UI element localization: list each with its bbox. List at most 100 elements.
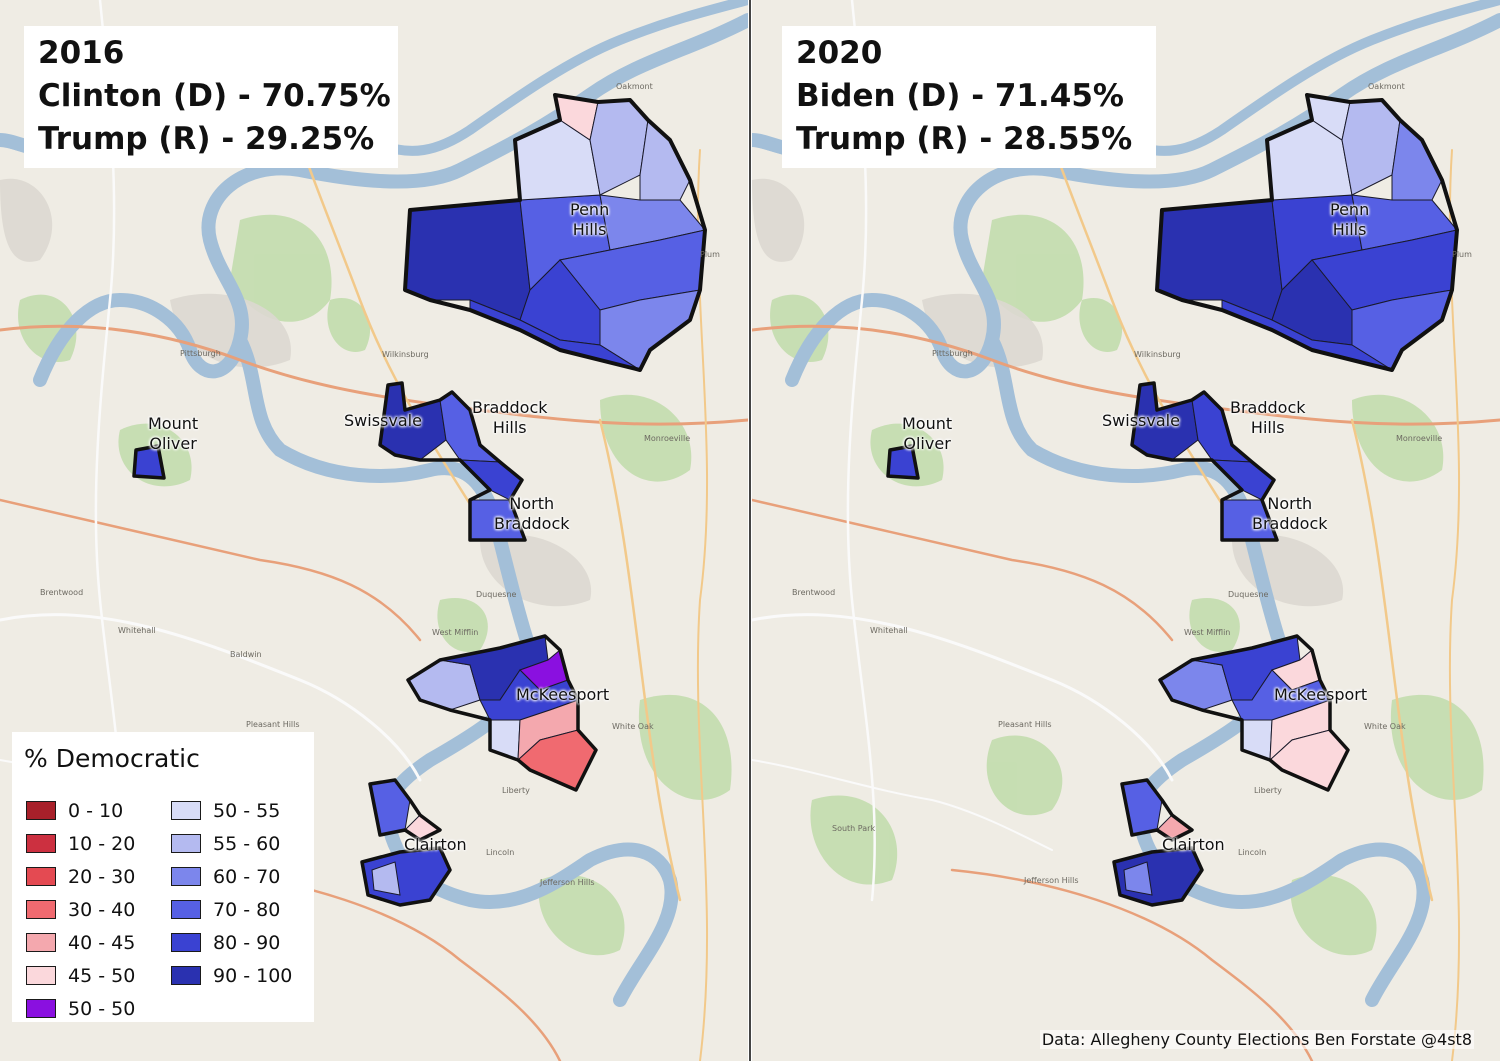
year-title: 2020 [796,35,883,71]
map-panel-2020: Pittsburgh Wilkinsburg Monroeville Duque… [752,0,1500,1061]
map-text-wilkinsburg: Wilkinsburg [382,350,429,359]
legend-label: 0 - 10 [68,799,124,822]
legend-swatch [26,834,56,853]
map-text-monroeville: Monroeville [1396,434,1443,443]
panel-divider [748,0,752,1061]
map-text-plum: Plum [700,250,720,259]
legend-label: 10 - 20 [68,832,136,855]
legend: % Democratic 0 - 10 50 - 55 10 - 20 55 -… [12,732,314,1022]
map-text-liberty: Liberty [502,786,530,795]
legend-swatch [26,900,56,919]
legend-label: 40 - 45 [68,931,136,954]
label-swissvale: Swissvale [1102,411,1180,430]
legend-item: 50 - 55 [171,794,311,827]
legend-label: 50 - 55 [213,799,281,822]
label-line: Penn [1330,200,1370,219]
legend-item: 45 - 50 [26,959,171,992]
legend-item: 30 - 40 [26,893,171,926]
map-text-pittsburgh: Pittsburgh [932,349,973,358]
legend-item: 40 - 45 [26,926,171,959]
label-line: Mount [148,414,199,433]
municipality-penn-hills [403,93,707,372]
label-clairton: Clairton [1162,835,1225,854]
legend-swatch [26,966,56,985]
legend-swatch [171,933,201,952]
legend-swatch [171,867,201,886]
label-line: Oliver [903,434,951,453]
map-text-baldwin: Baldwin [230,650,262,659]
map-text-south-park: South Park [832,824,876,833]
map-text-plum: Plum [1452,250,1472,259]
basemap-2020 [752,0,1500,1061]
legend-label: 55 - 60 [213,832,281,855]
map-panel-2016: Pittsburgh Wilkinsburg Monroeville Duque… [0,0,748,1061]
map-text-pleasant-hills: Pleasant Hills [998,720,1052,729]
legend-label: 90 - 100 [213,964,293,987]
legend-label: 45 - 50 [68,964,136,987]
label-line: Braddock [494,514,570,533]
label-north-braddock: North Braddock [494,494,570,534]
label-line: Hills [1332,220,1367,239]
municipality-mckeesport [1158,634,1350,792]
map-text-jefferson-hills: Jefferson Hills [1024,876,1079,885]
legend-label: 80 - 90 [213,931,281,954]
label-line: North [1267,494,1313,513]
map-text-white-oak: White Oak [1364,722,1406,731]
label-penn-hills: Penn Hills [1330,200,1369,240]
legend-item: 80 - 90 [171,926,311,959]
legend-item: 20 - 30 [26,860,171,893]
title-box-2020: 2020 Biden (D) - 71.45% Trump (R) - 28.5… [782,26,1156,168]
municipality-mount-oliver [886,444,920,480]
label-mount-oliver: Mount Oliver [902,414,952,454]
legend-item: 55 - 60 [171,827,311,860]
map-text-monroeville: Monroeville [644,434,691,443]
map-text-west-mifflin: West Mifflin [1184,628,1231,637]
label-line: Braddock [472,398,548,417]
legend-items: 0 - 10 50 - 55 10 - 20 55 - 60 20 - 30 6… [26,794,311,1025]
legend-item: 60 - 70 [171,860,311,893]
map-text-lincoln: Lincoln [486,848,515,857]
label-line: Braddock [1230,398,1306,417]
label-line: Hills [1250,418,1285,437]
map-text-jefferson-hills: Jefferson Hills [540,878,595,887]
map-text-duquesne: Duquesne [476,590,517,599]
label-line: Braddock [1252,514,1328,533]
legend-swatch [171,801,201,820]
basemap-2016 [0,0,748,1061]
label-north-braddock: North Braddock [1252,494,1328,534]
municipality-mckeesport [406,634,598,792]
map-text-pittsburgh: Pittsburgh [180,349,221,358]
municipality-clairton [1112,778,1204,907]
legend-label: 60 - 70 [213,865,281,888]
legend-swatch [26,933,56,952]
legend-item: 10 - 20 [26,827,171,860]
dem-result: Biden (D) - 71.45% [796,78,1124,114]
map-text-whitehall: Whitehall [870,626,908,635]
legend-label: 20 - 30 [68,865,136,888]
map-text-duquesne: Duquesne [1228,590,1269,599]
map-text-liberty: Liberty [1254,786,1282,795]
roads [0,0,748,1061]
legend-label: 50 - 50 [68,997,136,1020]
map-text-wilkinsburg: Wilkinsburg [1134,350,1181,359]
map-text-lincoln: Lincoln [1238,848,1267,857]
label-penn-hills: Penn Hills [570,200,609,240]
municipality-swissvale-braddock [1130,381,1279,542]
municipality-mount-oliver [132,444,166,480]
legend-swatch [26,999,56,1018]
map-text-white-oak: White Oak [612,722,654,731]
legend-swatch [26,867,56,886]
label-braddock-hills: Braddock Hills [1230,398,1306,438]
legend-item: 70 - 80 [171,893,311,926]
legend-swatch [26,801,56,820]
label-braddock-hills: Braddock Hills [472,398,548,438]
legend-label: 70 - 80 [213,898,281,921]
municipality-swissvale-braddock [378,381,527,542]
label-line: Hills [572,220,607,239]
map-text-whitehall: Whitehall [118,626,156,635]
legend-label: 30 - 40 [68,898,136,921]
legend-swatch [171,900,201,919]
municipality-clairton [360,778,452,907]
label-swissvale: Swissvale [344,411,422,430]
source-credit: Data: Allegheny County Elections Ben For… [1039,1030,1474,1049]
